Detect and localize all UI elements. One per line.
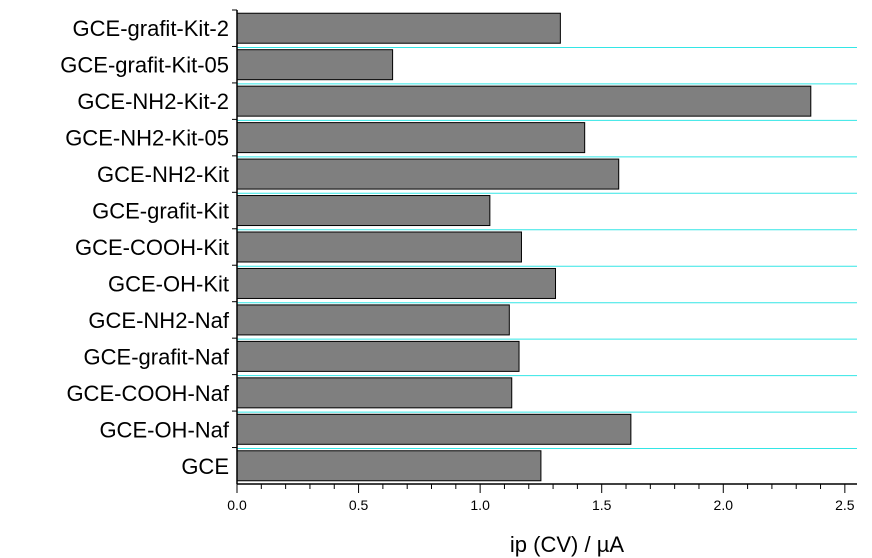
category-label: GCE [181, 454, 229, 479]
bar [236, 304, 510, 336]
x-tick-label: 2.0 [714, 497, 734, 513]
x-axis-title: ip (CV) / µA [510, 532, 624, 557]
bar [236, 85, 812, 117]
grid-lines [237, 46, 857, 450]
category-label: GCE-NH2-Kit [97, 162, 229, 187]
x-tick-label: 0.0 [227, 497, 247, 513]
bar [236, 12, 561, 44]
bar [236, 267, 557, 299]
category-label: GCE-NH2-Kit-2 [77, 89, 229, 114]
bar [236, 413, 632, 445]
category-label: GCE-grafit-Naf [84, 344, 230, 369]
bar [236, 340, 520, 372]
bar [236, 377, 513, 409]
category-label: GCE-COOH-Naf [66, 381, 229, 406]
category-label: GCE-COOH-Kit [75, 235, 229, 260]
bar [236, 122, 586, 154]
category-label: GCE-grafit-Kit-05 [60, 53, 229, 78]
bar [236, 158, 620, 190]
category-label: GCE-grafit-Kit [92, 199, 229, 224]
bar [236, 231, 522, 263]
x-tick-label: 2.5 [835, 497, 855, 513]
category-label: GCE-grafit-Kit-2 [73, 16, 229, 41]
x-ticks: 0.0 0.5 1.0 1.5 2.0 2.5 [227, 9, 855, 513]
category-label: GCE-NH2-Kit-05 [65, 126, 229, 151]
x-tick-label: 1.5 [592, 497, 612, 513]
bar [236, 49, 394, 81]
category-label: GCE-OH-Naf [99, 417, 229, 442]
bar [236, 195, 491, 227]
category-labels: GCE-grafit-Kit-2 GCE-grafit-Kit-05 GCE-NH2… [60, 16, 230, 479]
axes [236, 10, 857, 485]
category-label: GCE-NH2-Naf [88, 308, 229, 333]
x-tick-label: 0.5 [349, 497, 369, 513]
bar [236, 450, 542, 482]
x-tick-label: 1.0 [470, 497, 490, 513]
category-label: GCE-OH-Kit [108, 271, 229, 296]
bars [236, 12, 812, 482]
